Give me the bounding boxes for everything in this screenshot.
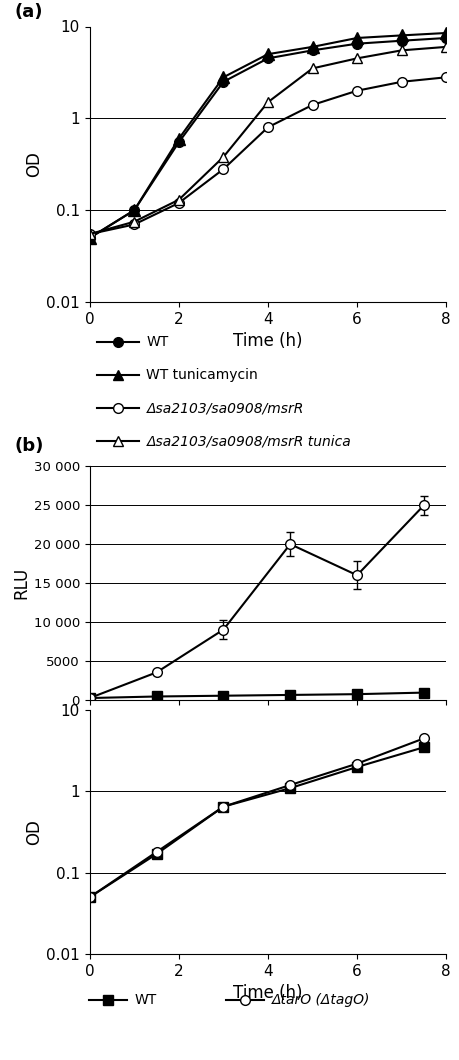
Text: (a): (a) bbox=[15, 3, 43, 21]
Y-axis label: OD: OD bbox=[25, 819, 43, 845]
Text: WT: WT bbox=[135, 993, 157, 1007]
Y-axis label: OD: OD bbox=[25, 152, 43, 177]
Text: ΔtarO (ΔtagO): ΔtarO (ΔtagO) bbox=[271, 993, 369, 1007]
Text: WT: WT bbox=[146, 335, 168, 349]
X-axis label: Time (h): Time (h) bbox=[233, 985, 302, 1003]
Y-axis label: RLU: RLU bbox=[13, 567, 31, 599]
Text: (b): (b) bbox=[15, 437, 44, 455]
X-axis label: Time (h): Time (h) bbox=[233, 333, 302, 351]
Text: Δsa2103/sa0908/msrR: Δsa2103/sa0908/msrR bbox=[146, 401, 303, 416]
Text: Δsa2103/sa0908/msrR tunica: Δsa2103/sa0908/msrR tunica bbox=[146, 435, 350, 448]
Text: WT tunicamycin: WT tunicamycin bbox=[146, 368, 257, 382]
